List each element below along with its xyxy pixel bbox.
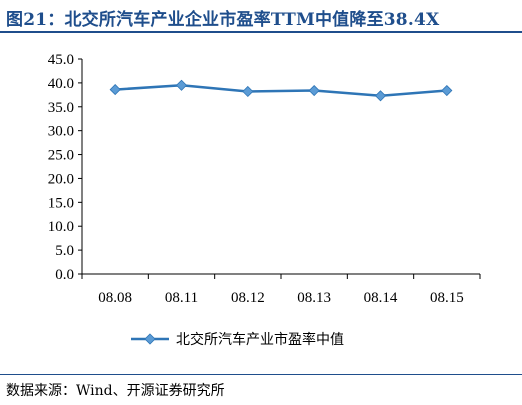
legend-marker-diamond	[144, 333, 156, 345]
x-tick-label: 08.13	[297, 290, 331, 306]
y-tick-label: 5.0	[55, 243, 74, 259]
data-point-marker	[308, 84, 320, 97]
chart-title: 图21：北交所汽车产业企业市盈率TTM中值降至38.4X	[6, 10, 440, 30]
y-tick-label: 45.0	[48, 52, 74, 68]
x-axis: 08.08 08.11 08.12 08.13 08.14 08.15	[81, 273, 481, 306]
y-tick-label: 25.0	[48, 148, 74, 164]
x-tick-label: 08.08	[98, 290, 132, 306]
data-point-marker	[109, 84, 121, 96]
footer-divider	[0, 374, 522, 375]
x-tick-label: 08.11	[165, 290, 198, 306]
data-point-marker	[175, 79, 188, 91]
y-axis: 0.0 5.0 10.0 15.0 20.0 25.0 30.0 35.0 40.0 45.0	[48, 52, 83, 283]
y-tick-label: 0.0	[55, 267, 74, 283]
y-tick-label: 40.0	[48, 76, 74, 92]
y-tick-label: 20.0	[48, 171, 74, 187]
legend: 北交所汽车产业市盈率中值	[131, 331, 344, 348]
series-line	[115, 84, 447, 98]
y-tick-label: 30.0	[48, 124, 74, 140]
title-divider	[0, 31, 522, 33]
x-tick-label: 08.14	[364, 290, 398, 306]
data-source: 数据来源：Wind、开源证券研究所	[6, 383, 225, 399]
data-point-marker	[441, 84, 453, 97]
data-point-marker	[374, 90, 387, 102]
legend-label: 北交所汽车产业市盈率中值	[176, 331, 344, 348]
y-tick-label: 15.0	[48, 195, 74, 211]
data-point-marker	[242, 85, 254, 98]
y-tick-label: 10.0	[48, 219, 74, 235]
line-chart: 0.0 5.0 10.0 15.0 20.0 25.0 30.0 35.0 40.0 45.0 0…	[48, 52, 481, 348]
x-tick-label: 08.12	[231, 290, 265, 306]
series-group	[109, 79, 453, 102]
x-tick-label: 08.15	[430, 290, 464, 306]
y-tick-label: 35.0	[48, 100, 74, 116]
